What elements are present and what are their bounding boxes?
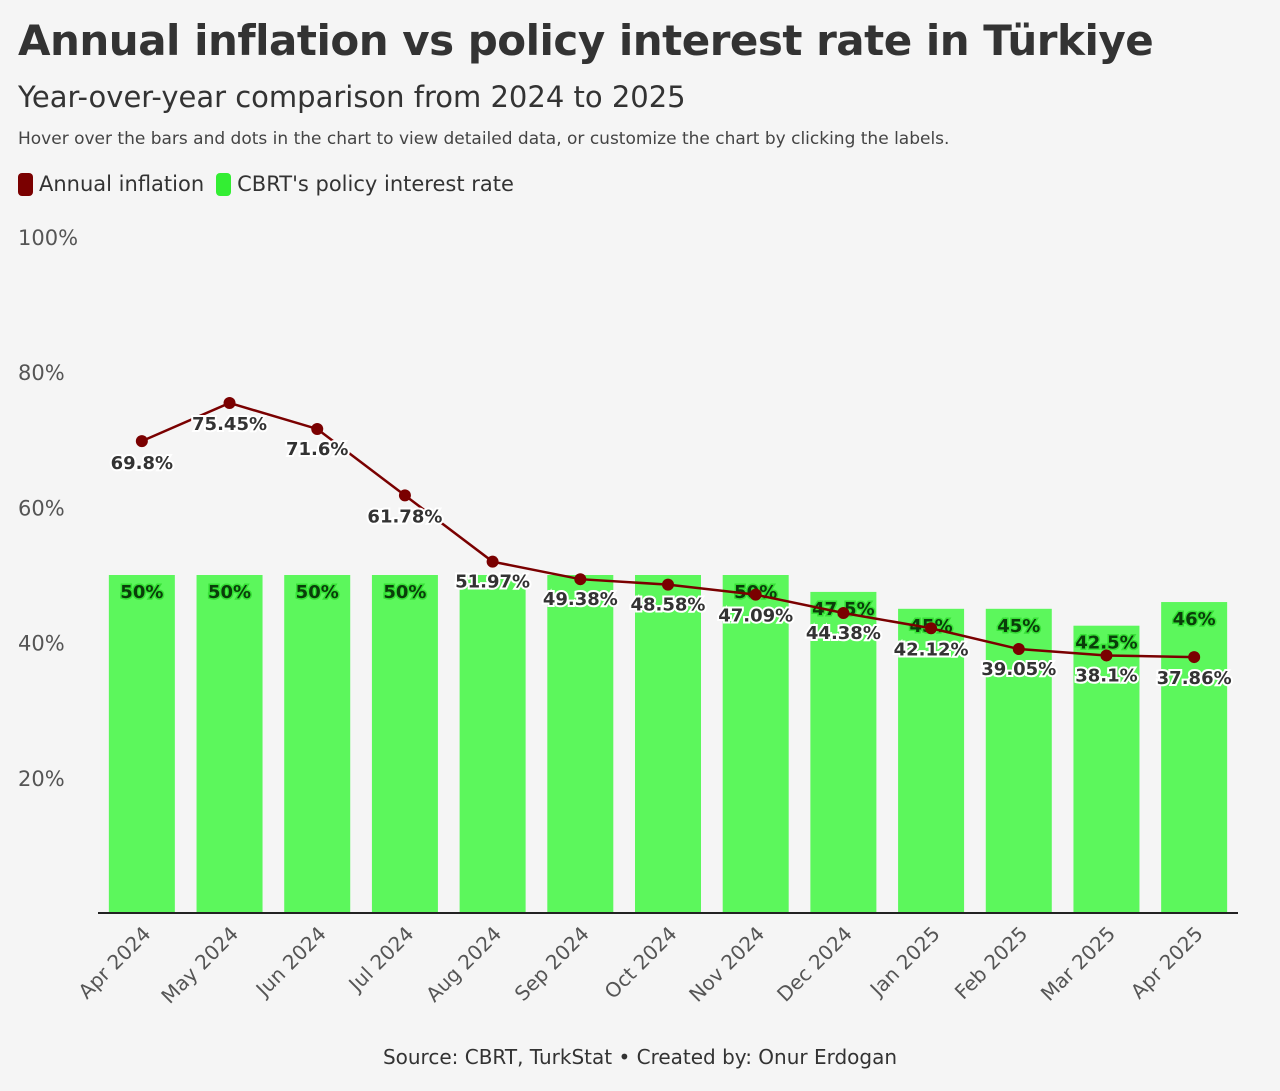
line-data-label: 38.1% xyxy=(1075,665,1137,686)
bar-policy-rate[interactable] xyxy=(722,575,789,913)
line-data-label: 49.38% xyxy=(543,589,618,610)
line-data-label: 48.58% xyxy=(631,595,706,616)
bar-policy-rate[interactable] xyxy=(635,575,701,913)
bar-policy-rate[interactable] xyxy=(898,608,965,913)
line-data-label: 71.6% xyxy=(286,439,348,460)
bar-data-label: 50% xyxy=(208,582,251,603)
bar-policy-rate[interactable] xyxy=(459,575,526,913)
point-inflation[interactable] xyxy=(574,573,587,586)
line-data-label: 42.12% xyxy=(894,639,969,660)
line-data-label: 69.8% xyxy=(111,453,173,474)
x-tick-label: Apr 2025 xyxy=(1126,922,1208,1004)
x-tick-label: Oct 2024 xyxy=(600,922,682,1004)
line-data-label: 51.97% xyxy=(455,572,530,593)
x-tick-label: Apr 2024 xyxy=(73,922,155,1004)
chart-subtitle: Year-over-year comparison from 2024 to 2… xyxy=(18,80,686,114)
legend-swatch-policy-rate xyxy=(216,172,232,196)
point-inflation[interactable] xyxy=(223,396,236,409)
bar-policy-rate[interactable] xyxy=(196,575,263,913)
bar-data-label: 50% xyxy=(120,582,163,603)
bar-data-label: 45% xyxy=(997,616,1040,637)
point-inflation[interactable] xyxy=(749,588,762,601)
line-data-label: 61.78% xyxy=(367,506,442,527)
line-data-label: 75.45% xyxy=(192,414,267,435)
x-tick-label: Jul 2024 xyxy=(343,922,419,998)
bar-policy-rate[interactable] xyxy=(284,575,351,913)
x-tick-label: May 2024 xyxy=(156,922,243,1009)
y-tick-label: 40% xyxy=(18,632,65,656)
y-tick-label: 80% xyxy=(18,361,65,385)
bar-policy-rate[interactable] xyxy=(1161,602,1228,913)
bar-data-label: 50% xyxy=(296,582,339,603)
legend-item-policy-rate[interactable]: CBRT's policy interest rate xyxy=(216,172,514,196)
bar-policy-rate[interactable] xyxy=(547,575,614,913)
point-inflation[interactable] xyxy=(837,606,850,619)
bar-policy-rate[interactable] xyxy=(985,608,1052,913)
point-inflation[interactable] xyxy=(311,422,324,435)
bar-data-label: 46% xyxy=(1173,609,1216,630)
bar-policy-rate[interactable] xyxy=(810,591,877,913)
x-tick-label: Sep 2024 xyxy=(510,922,594,1006)
legend: Annual inflation CBRT's policy interest … xyxy=(18,172,514,196)
bar-data-label: 50% xyxy=(383,582,426,603)
point-inflation[interactable] xyxy=(398,489,411,502)
x-tick-label: Jan 2025 xyxy=(864,922,945,1003)
chart-plot: 20%40%60%80%100%50%50%50%50%50%47.5%45%4… xyxy=(18,226,1238,1009)
line-data-label: 39.05% xyxy=(981,659,1056,680)
x-tick-label: Jun 2024 xyxy=(250,922,331,1003)
point-inflation[interactable] xyxy=(925,622,938,635)
bar-policy-rate[interactable] xyxy=(108,575,175,913)
legend-label-inflation: Annual inflation xyxy=(39,172,205,196)
point-inflation[interactable] xyxy=(1012,643,1025,656)
x-tick-label: Aug 2024 xyxy=(421,922,506,1007)
legend-item-inflation[interactable]: Annual inflation xyxy=(18,172,204,196)
line-data-label: 47.09% xyxy=(718,606,793,627)
chart-note: Hover over the bars and dots in the char… xyxy=(18,129,950,149)
source-note: Source: CBRT, TurkStat • Created by: Onu… xyxy=(382,1045,898,1069)
point-inflation[interactable] xyxy=(135,435,148,448)
y-tick-label: 100% xyxy=(18,226,78,250)
legend-swatch-inflation xyxy=(18,172,33,196)
point-inflation[interactable] xyxy=(662,578,674,591)
x-tick-label: Mar 2025 xyxy=(1036,922,1120,1006)
point-inflation[interactable] xyxy=(486,555,499,568)
chart-title: Annual inflation vs policy interest rate… xyxy=(18,16,1154,65)
x-tick-label: Dec 2024 xyxy=(772,922,857,1007)
y-tick-label: 20% xyxy=(18,767,65,791)
x-tick-label: Feb 2025 xyxy=(950,922,1032,1004)
line-data-label: 44.38% xyxy=(806,623,881,644)
point-inflation[interactable] xyxy=(1188,651,1201,664)
y-tick-label: 60% xyxy=(18,496,65,520)
point-inflation[interactable] xyxy=(1100,649,1113,662)
x-tick-label: Nov 2024 xyxy=(684,922,769,1007)
legend-label-policy-rate: CBRT's policy interest rate xyxy=(237,172,514,196)
bar-policy-rate[interactable] xyxy=(371,575,438,913)
line-data-label: 37.86% xyxy=(1157,668,1232,689)
bar-policy-rate[interactable] xyxy=(1073,625,1140,913)
